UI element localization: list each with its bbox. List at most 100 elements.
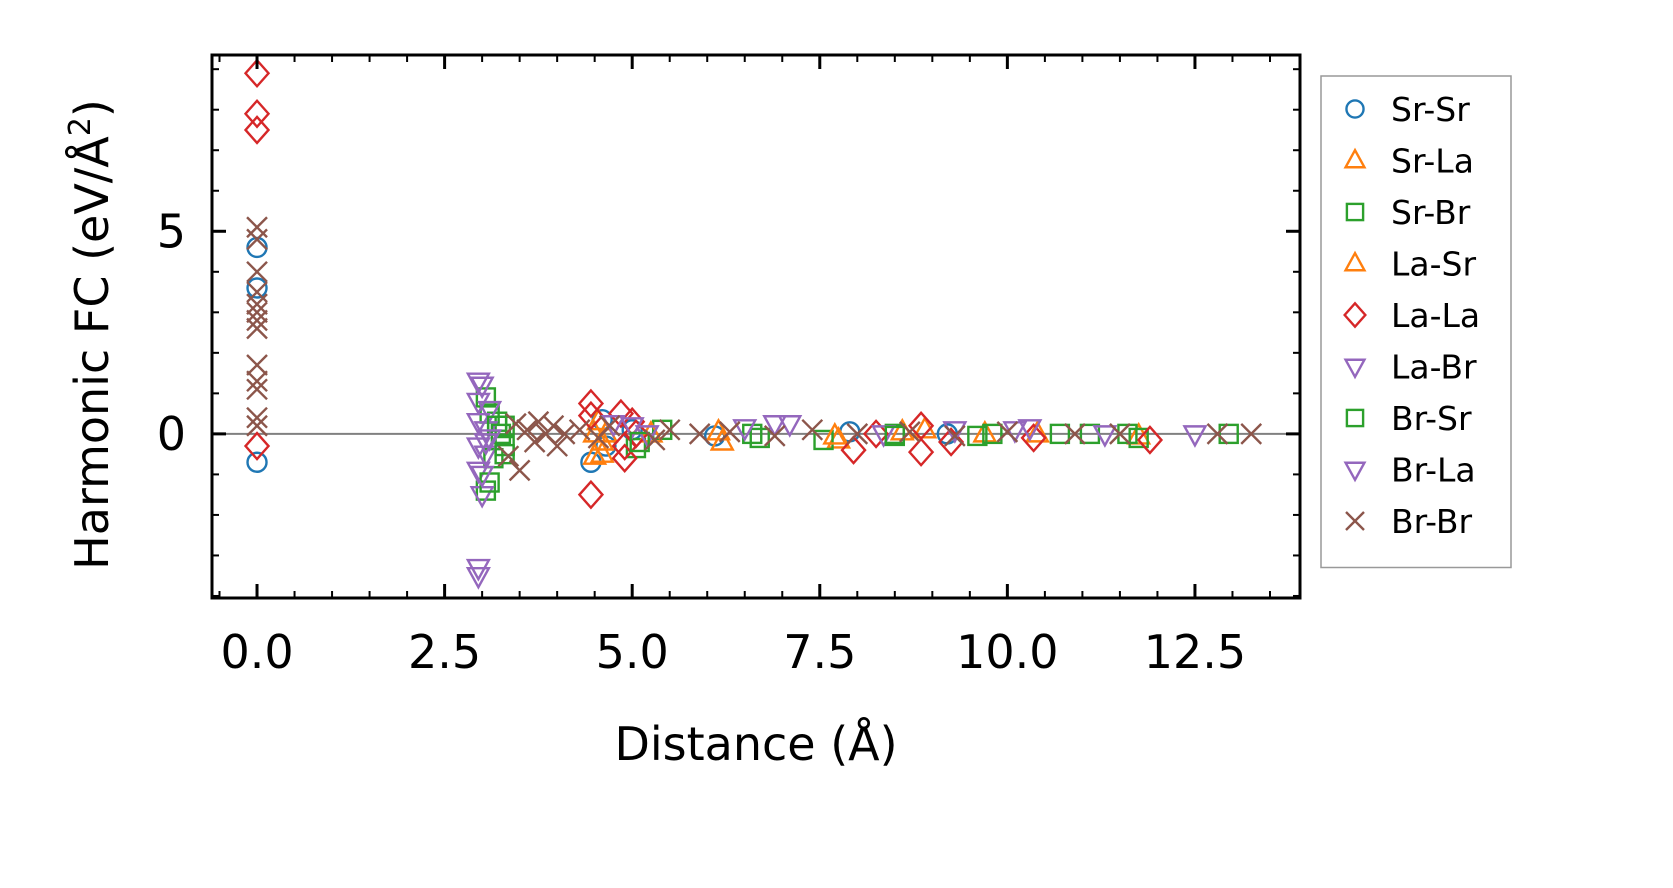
legend-entry-br-sr: Br-Sr (1345, 399, 1472, 438)
cross-stroke (898, 421, 921, 443)
data-point (582, 442, 608, 465)
data-point (1182, 425, 1208, 448)
x-tick-label: 5.0 (596, 625, 669, 679)
data-point (1240, 423, 1263, 445)
data-point (568, 418, 591, 441)
x-tick-label: 10.0 (956, 625, 1058, 679)
legend-label: La-La (1391, 296, 1480, 335)
cross-stroke (1240, 423, 1263, 445)
data-point (937, 427, 965, 457)
data-point (822, 421, 848, 445)
data-point (862, 419, 890, 449)
x-tick-label: 12.5 (1144, 625, 1246, 679)
data-point (246, 317, 268, 340)
legend-label: Br-Sr (1391, 399, 1472, 438)
data-point (1128, 427, 1149, 449)
data-point (643, 429, 666, 451)
cross-stroke (1345, 511, 1365, 531)
data-point (972, 419, 998, 443)
series-la-br (465, 372, 1208, 509)
x-tick-label: 2.5 (408, 625, 481, 679)
data-point (907, 437, 935, 467)
data-point (884, 425, 906, 447)
data-point (523, 431, 546, 453)
data-point (589, 440, 615, 463)
cross-stroke (846, 423, 869, 445)
legend-frame (1320, 75, 1512, 569)
series-br-la (465, 376, 1118, 590)
data-point (246, 260, 268, 283)
data-point (246, 354, 268, 376)
ticks-layer (212, 55, 1300, 598)
cross-stroke (763, 425, 786, 447)
cross-stroke (246, 228, 268, 251)
cross-stroke (246, 301, 268, 324)
data-point (469, 465, 495, 489)
data-point (611, 443, 638, 474)
legend-label: Sr-Br (1391, 193, 1471, 232)
data-point (1218, 423, 1239, 445)
data-point (996, 421, 1019, 443)
data-point (763, 425, 786, 447)
legend-marker (1343, 147, 1367, 169)
cross-stroke (568, 418, 591, 441)
data-point (546, 435, 569, 457)
data-point (1024, 419, 1050, 443)
cross-stroke (801, 418, 824, 441)
cross-stroke (643, 429, 666, 451)
data-point (246, 406, 268, 429)
legend-entry-la-br: La-Br (1343, 348, 1477, 387)
cross-stroke (246, 309, 268, 332)
legend-marker (1343, 301, 1367, 329)
cross-stroke (523, 431, 546, 453)
cross-stroke (1064, 423, 1086, 445)
legend-label: Sr-La (1391, 142, 1474, 181)
legend-marker (1343, 461, 1367, 483)
data-point (718, 421, 741, 443)
data-point (967, 425, 988, 447)
cross-stroke (246, 370, 268, 393)
legend-entry-sr-br: Sr-Br (1345, 193, 1471, 232)
cross-stroke (658, 418, 681, 441)
tick-labels-layer: 0.0 2.5 5.0 7.5 10.0 12.5 0 5 (157, 204, 1246, 679)
cross-stroke (1206, 423, 1229, 445)
data-point (801, 418, 824, 441)
cross-stroke (246, 293, 268, 316)
legend-entry-la-la: La-La (1343, 296, 1480, 335)
cross-stroke (527, 410, 550, 433)
data-point (243, 58, 271, 89)
legend-marker (1343, 250, 1367, 272)
data-point (732, 419, 758, 442)
data-point (1017, 419, 1043, 442)
data-point (243, 115, 271, 145)
legend-entry-sr-la: Sr-La (1343, 142, 1474, 181)
legend-entry-la-sr: La-Sr (1343, 245, 1476, 284)
y-axis-label-superscript: 2 (63, 117, 98, 136)
cross-stroke (553, 423, 576, 445)
data-point (577, 479, 605, 510)
cross-stroke (246, 354, 268, 376)
data-point (246, 451, 268, 473)
cross-stroke (688, 423, 711, 445)
data-point (607, 398, 635, 429)
data-point (943, 425, 966, 447)
data-point (688, 423, 711, 445)
data-point (505, 412, 527, 435)
data-point (577, 388, 605, 419)
data-point (634, 425, 660, 448)
cross-stroke (943, 425, 966, 447)
cross-stroke (246, 378, 268, 401)
data-point (473, 433, 499, 456)
legend-label: Br-Br (1391, 502, 1472, 541)
cross-stroke (246, 317, 268, 340)
legend-marker (1343, 358, 1367, 380)
legend: Sr-Sr Sr-La Sr-Br La-Sr La-La La-Br Br-Sr Br-La… (1320, 75, 1512, 569)
data-point (477, 429, 503, 452)
data-point (243, 431, 271, 461)
data-point (846, 423, 869, 445)
legend-label: Br-La (1391, 451, 1476, 490)
data-point (246, 414, 268, 437)
x-tick-label: 0.0 (220, 625, 293, 679)
data-point (658, 418, 681, 441)
